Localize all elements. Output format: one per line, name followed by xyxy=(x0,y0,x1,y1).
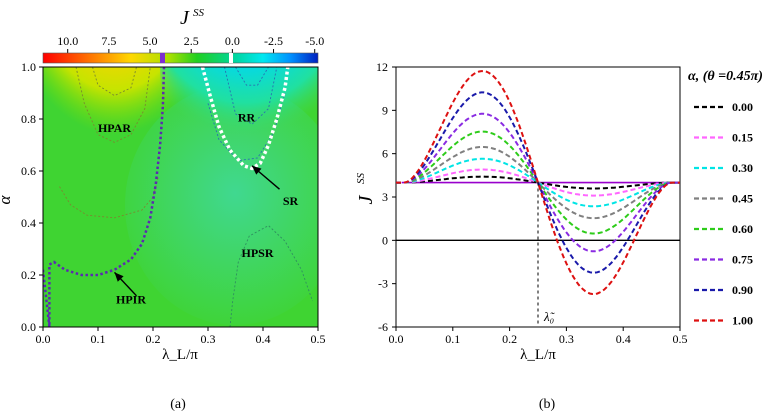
colorbar-boundary-marker-hpir xyxy=(160,53,165,63)
contour-line-negative xyxy=(207,92,286,162)
colorbar-label: J xyxy=(180,7,190,29)
region-label-sr: SR xyxy=(283,194,299,208)
region-label-hpir: HPIR xyxy=(116,293,146,307)
colorbar-label-sup: SS xyxy=(193,7,205,19)
x-tick-label: 0.1 xyxy=(91,332,106,346)
heatmap-panel: J SS 10.0 7.5 5.0 2.5 0.0 -2.5 -5.0 0.0 0.1 0.2 0… xyxy=(0,7,326,412)
heatmap-cold-zone xyxy=(160,67,318,182)
colorbar-gradient xyxy=(42,52,319,64)
y-axis-label-b: J SS xyxy=(355,173,377,205)
y-tick-label: 12 xyxy=(376,60,388,74)
x-axis-label: λ_L/π xyxy=(162,347,198,363)
legend-label-0.45: 0.45 xyxy=(732,192,753,206)
panel-caption-b: (b) xyxy=(539,397,556,412)
y-tick-label: 1.0 xyxy=(21,60,36,74)
x-tick-label: 0.5 xyxy=(673,332,688,346)
legend-label-0.60: 0.60 xyxy=(732,222,753,236)
x-tick-label: 0.0 xyxy=(36,332,51,346)
y-tick-label: 6 xyxy=(382,147,388,161)
y-axis-label-main: J xyxy=(355,194,377,204)
colorbar-boundary-marker-sr xyxy=(229,53,233,63)
contour-line-negative xyxy=(224,67,278,125)
sr-boundary-curve xyxy=(200,67,290,171)
contour-line-positive xyxy=(75,67,151,143)
y-tick-label: 0.4 xyxy=(21,216,36,230)
x-tick-label: 0.0 xyxy=(389,332,404,346)
x-tick-label: 0.2 xyxy=(502,332,517,346)
x-tick-label: 0.4 xyxy=(616,332,631,346)
legend-label-0.00: 0.00 xyxy=(732,100,753,114)
colorbar-tick-label: -5.0 xyxy=(305,34,324,48)
y-tick-label: 0.8 xyxy=(21,112,36,126)
lambda0-marker-label: λ̃₀ xyxy=(543,309,556,324)
contour-line-positive xyxy=(59,176,159,219)
colorbar: J SS 10.0 7.5 5.0 2.5 0.0 -2.5 -5.0 xyxy=(42,7,324,64)
y-axis-label: α xyxy=(0,194,14,204)
contour-line-low xyxy=(229,225,313,327)
colorbar-tick-label: 7.5 xyxy=(101,34,116,48)
x-tick-label: 0.5 xyxy=(311,332,326,346)
plot-area xyxy=(396,70,680,327)
line-panel: 0.0 0.1 0.2 0.3 0.4 0.5 -6 -3 0 3 6 9 12 λ̃₀ λ_L/π J… xyxy=(355,60,763,412)
legend-title: α, (θ =0.45π) xyxy=(688,69,763,84)
panel-caption-a: (a) xyxy=(170,397,186,412)
colorbar-tick-label: -2.5 xyxy=(264,34,283,48)
y-tick-label: 0 xyxy=(382,233,388,247)
y-tick-label: 3 xyxy=(382,190,388,204)
x-tick-label: 0.2 xyxy=(146,332,161,346)
annotation-arrowhead xyxy=(252,165,262,175)
region-label-rr: RR xyxy=(238,111,256,125)
series-line-1.00 xyxy=(396,70,680,295)
heatmap-frame xyxy=(42,66,319,328)
x-tick-label: 0.3 xyxy=(201,332,216,346)
heatmap-field xyxy=(43,67,318,327)
y-tick-label: 9 xyxy=(382,103,388,117)
x-tick-label: 0.4 xyxy=(256,332,271,346)
series-line-0.60 xyxy=(396,130,680,235)
y-axis-label-sup: SS xyxy=(355,173,367,185)
colorbar-tick-label: 0.0 xyxy=(225,34,240,48)
hpir-boundary-curve xyxy=(43,67,166,327)
colorbar-tick-label: 2.5 xyxy=(184,34,199,48)
y-tick-label: 0.0 xyxy=(21,320,36,334)
y-tick-label: 0.6 xyxy=(21,164,36,178)
legend-label-0.75: 0.75 xyxy=(732,253,753,267)
x-tick-label: 0.3 xyxy=(559,332,574,346)
colorbar-tick-label: 5.0 xyxy=(143,34,158,48)
region-label-hpar: HPAR xyxy=(98,121,131,135)
legend-label-0.30: 0.30 xyxy=(732,161,753,175)
colorbar-tick-label: 10.0 xyxy=(57,34,78,48)
x-tick-label: 0.1 xyxy=(445,332,460,346)
legend-label-0.90: 0.90 xyxy=(732,283,753,297)
y-tick-label: -6 xyxy=(378,320,388,334)
y-tick-label: -3 xyxy=(378,277,388,291)
y-tick-label: 0.2 xyxy=(21,268,36,282)
region-label-hpsr: HPSR xyxy=(241,246,273,260)
legend: α, (θ =0.45π) 0.00 0.15 0.30 0.45 0.60 0.75 0.… xyxy=(688,69,763,328)
legend-label-0.15: 0.15 xyxy=(732,131,753,145)
legend-label-1.00: 1.00 xyxy=(732,314,753,328)
contour-line-positive xyxy=(92,67,137,97)
x-axis-label-b: λ_L/π xyxy=(520,347,556,363)
annotation-arrowhead xyxy=(114,272,124,282)
